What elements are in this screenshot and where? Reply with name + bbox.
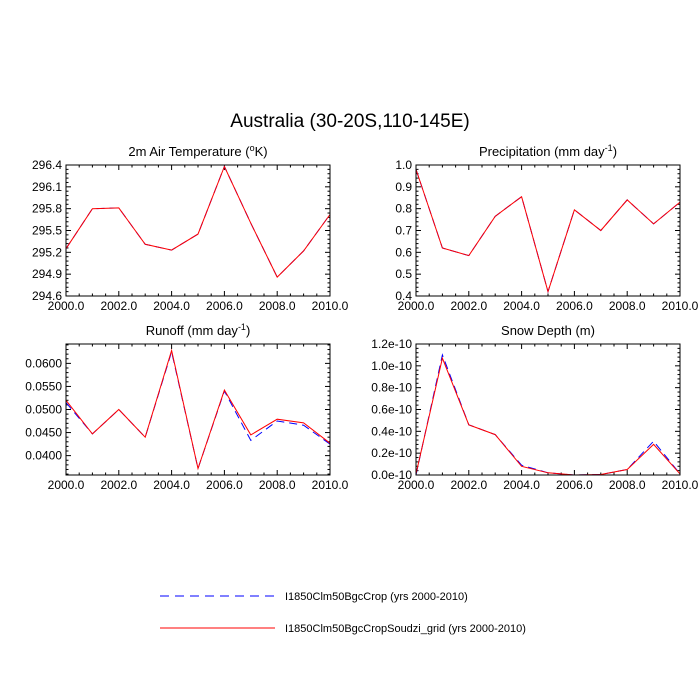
plot-frame [65, 343, 331, 476]
panel-title-tail: ) [246, 323, 250, 338]
x-tick-label: 2010.0 [312, 299, 349, 313]
series-line-1 [415, 169, 681, 294]
y-tick-label: 0.8e-10 [371, 381, 412, 395]
series-line-1 [415, 356, 681, 476]
y-tick-label: 0.8 [395, 202, 412, 216]
panel-title: Runoff (mm day-1) [146, 322, 251, 338]
x-tick-label: 2004.0 [503, 478, 540, 492]
series-line-0 [65, 165, 331, 278]
panel-title: Precipitation (mm day-1) [479, 143, 617, 159]
y-tick-label: 1.0 [395, 158, 412, 172]
panel-title: 2m Air Temperature (oK) [128, 143, 267, 159]
series-line-0 [65, 349, 331, 471]
x-tick-label: 2004.0 [503, 299, 540, 313]
legend: I1850Clm50BgcCrop (yrs 2000-2010) I1850C… [160, 591, 526, 635]
y-tick-label: 0.6 [395, 245, 412, 259]
y-tick-label: 294.6 [32, 289, 62, 303]
legend-label-crop: I1850Clm50BgcCrop (yrs 2000-2010) [285, 591, 468, 603]
x-tick-label: 2002.0 [450, 299, 487, 313]
y-tick-label: 294.9 [32, 267, 62, 281]
x-tick-label: 2008.0 [259, 299, 296, 313]
panel-title-main: Snow Depth (m) [501, 323, 595, 338]
panel-title-tail: K) [255, 144, 268, 159]
panel-title-sup: -1 [238, 322, 246, 332]
y-tick-label: 0.4e-10 [371, 424, 412, 438]
y-tick-label: 0.6e-10 [371, 403, 412, 417]
plot-frame [65, 164, 331, 297]
y-tick-label: 0.9 [395, 180, 412, 194]
figure-title: Australia (30-20S,110-145E) [230, 111, 469, 132]
plot-frame [415, 164, 681, 297]
y-tick-label: 0.0e-10 [371, 468, 412, 482]
y-tick-label: 0.0600 [25, 356, 62, 370]
y-tick-label: 0.0550 [25, 379, 62, 393]
y-tick-label: 0.2e-10 [371, 446, 412, 460]
y-tick-label: 0.7 [395, 224, 412, 238]
x-tick-label: 2006.0 [206, 299, 243, 313]
x-tick-label: 2000.0 [48, 478, 85, 492]
x-tick-label: 2008.0 [609, 299, 646, 313]
y-tick-label: 1.2e-10 [371, 337, 412, 351]
panel-title-tail: ) [613, 144, 617, 159]
x-tick-label: 2010.0 [662, 478, 699, 492]
panel-title-sup: -1 [605, 143, 613, 153]
x-tick-label: 2004.0 [153, 478, 190, 492]
x-tick-label: 2006.0 [206, 478, 243, 492]
y-tick-label: 0.0500 [25, 403, 62, 417]
y-tick-label: 295.8 [32, 202, 62, 216]
panels: 2m Air Temperature (oK) 2000.0 2002.0 2004.… [25, 143, 698, 492]
x-tick-label: 2002.0 [100, 299, 137, 313]
x-tick-label: 2002.0 [450, 478, 487, 492]
panel-title-main: Precipitation (mm day [479, 144, 605, 159]
panel-0: 2m Air Temperature (oK) 2000.0 2002.0 2004.… [32, 143, 349, 313]
panel-title: Snow Depth (m) [501, 323, 595, 338]
y-tick-label: 295.2 [32, 245, 62, 259]
panel-2: Runoff (mm day-1) 2000.0 2002.0 2004.0 2006.… [25, 322, 348, 492]
panel-title-sup: o [250, 143, 255, 153]
series-line-1 [65, 165, 331, 278]
legend-label-soudzi: I1850Clm50BgcCropSoudzi_grid (yrs 2000-2… [285, 623, 526, 635]
x-tick-label: 2010.0 [662, 299, 699, 313]
y-tick-label: 296.4 [32, 158, 62, 172]
x-tick-label: 2006.0 [556, 299, 593, 313]
y-tick-label: 295.5 [32, 224, 62, 238]
panel-title-main: 2m Air Temperature ( [128, 144, 250, 159]
x-tick-label: 2008.0 [259, 478, 296, 492]
plot-frame [415, 343, 681, 476]
x-tick-label: 2002.0 [100, 478, 137, 492]
y-tick-label: 1.0e-10 [371, 359, 412, 373]
y-tick-label: 0.0450 [25, 426, 62, 440]
panel-3: Snow Depth (m) 2000.0 2002.0 2004.0 2006.0 20… [371, 323, 698, 492]
panel-1: Precipitation (mm day-1) 2000.0 2002.0 2004… [395, 143, 698, 313]
y-tick-label: 0.4 [395, 289, 412, 303]
x-tick-label: 2000.0 [398, 299, 435, 313]
x-tick-label: 2006.0 [556, 478, 593, 492]
panel-title-main: Runoff (mm day [146, 323, 239, 338]
y-tick-label: 0.5 [395, 267, 412, 281]
y-tick-label: 0.0400 [25, 449, 62, 463]
series-line-0 [415, 169, 681, 294]
y-tick-label: 296.1 [32, 180, 62, 194]
x-tick-label: 2000.0 [48, 299, 85, 313]
series-line-1 [65, 348, 331, 471]
x-tick-label: 2010.0 [312, 478, 349, 492]
x-tick-label: 2004.0 [153, 299, 190, 313]
x-tick-label: 2008.0 [609, 478, 646, 492]
x-tick-label: 2000.0 [398, 478, 435, 492]
